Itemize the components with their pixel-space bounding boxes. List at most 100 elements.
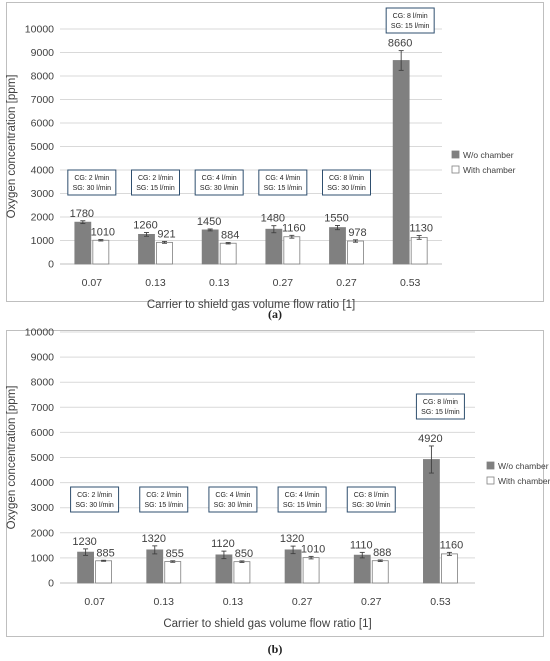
annotation-box: CG: 4 l/min SG: 15 l/min: [277, 486, 327, 513]
annotation-box: CG: 4 l/min SG: 30 l/min: [208, 486, 258, 513]
annotation-border: [415, 393, 465, 420]
bar-without-chamber: [392, 60, 410, 265]
bar-without-chamber: [423, 459, 440, 584]
y-tick-label: 3000: [31, 502, 55, 514]
y-tick-label: 0: [48, 578, 54, 590]
x-tick-label: 0.07: [84, 596, 105, 608]
annotation-border: [277, 486, 327, 513]
legend-swatch-with-chamber: [486, 476, 495, 485]
annotation-border: [131, 169, 180, 196]
annotation-line1: CG: 2 l/min: [138, 175, 173, 182]
annotation-box: CG: 2 l/min SG: 15 l/min: [139, 486, 189, 513]
annotation-line2: SG: 30 l/min: [352, 502, 391, 509]
annotation-line2: SG: 15 l/min: [391, 23, 430, 30]
data-label: 1320: [280, 533, 304, 545]
annotation-line1: CG: 4 l/min: [215, 492, 250, 499]
annotation-line2: SG: 15 l/min: [264, 185, 303, 192]
data-label: 1260: [133, 220, 157, 232]
annotation-line2: SG: 15 l/min: [144, 502, 183, 509]
annotation-line1: CG: 8 l/min: [354, 492, 389, 499]
y-tick-label: 7000: [31, 94, 55, 106]
data-label: 1010: [91, 227, 115, 239]
annotation-border: [346, 486, 396, 513]
data-label: 850: [235, 548, 253, 560]
bar-with-chamber: [233, 561, 251, 584]
y-tick-label: 9000: [31, 47, 55, 59]
annotation-border: [139, 486, 189, 513]
bar-with-chamber: [156, 241, 173, 265]
annotation-box: CG: 4 l/min SG: 30 l/min: [194, 169, 244, 196]
bar-chart-a: 0 1000 2000 3000 4000 5000 6000 7000 8000 9000 100…: [6, 7, 516, 311]
bar-with-chamber: [441, 553, 458, 584]
annotation-line2: SG: 15 l/min: [421, 409, 460, 416]
annotation-line1: CG: 4 l/min: [202, 175, 237, 182]
x-tick-label: 0.13: [145, 277, 166, 289]
y-tick-label: 4000: [31, 165, 55, 177]
panel-label-a: (a): [268, 307, 282, 321]
annotation-border: [70, 486, 120, 513]
annotation-line2: SG: 30 l/min: [214, 502, 253, 509]
bar-without-chamber: [215, 554, 233, 584]
x-tick-label: 0.53: [400, 277, 421, 289]
y-tick-label: 1000: [31, 235, 55, 247]
x-tick-label: 0.13: [209, 277, 230, 289]
y-tick-label: 5000: [31, 141, 55, 153]
annotation-border: [322, 169, 371, 196]
annotation-line2: SG: 15 l/min: [283, 502, 322, 509]
y-tick-label: 0: [48, 259, 54, 271]
annotation-box: CG: 2 l/min SG: 15 l/min: [131, 169, 180, 196]
annotation-line2: SG: 30 l/min: [73, 185, 112, 192]
data-label: 4920: [418, 433, 442, 445]
data-label: 888: [373, 547, 391, 559]
x-axis-label: Carrier to shield gas volume flow ratio …: [147, 299, 355, 311]
annotation-box: CG: 2 l/min SG: 30 l/min: [70, 486, 120, 513]
y-tick-label: 10000: [25, 327, 54, 339]
x-tick-label: 0.13: [154, 596, 175, 608]
x-tick-label: 0.13: [223, 596, 244, 608]
data-label: 978: [348, 227, 366, 239]
annotation-line2: SG: 30 l/min: [75, 502, 114, 509]
x-tick-label: 0.27: [336, 277, 357, 289]
y-tick-label: 8000: [31, 71, 55, 83]
bar-with-chamber: [219, 242, 237, 265]
y-tick-label: 3000: [31, 188, 55, 200]
legend-label: With chamber: [463, 165, 516, 175]
data-label: 1120: [211, 538, 235, 550]
bar-with-chamber: [371, 560, 389, 584]
x-tick-label: 0.27: [273, 277, 294, 289]
chart-panel-b: 0 1000 2000 3000 4000 5000 6000 7000 8000 9000 100…: [0, 327, 550, 661]
annotation-line1: CG: 4 l/min: [265, 175, 300, 182]
chart-panel-a: 0 1000 2000 3000 4000 5000 6000 7000 8000 9000 100…: [0, 0, 550, 328]
data-label: 885: [96, 547, 114, 559]
data-label: 1110: [350, 539, 373, 551]
chart-frame-b: [6, 330, 544, 637]
y-axis-label: Oxygen concentration [ppm]: [6, 75, 18, 219]
annotation-line1: CG: 2 l/min: [74, 175, 109, 182]
annotation-box: CG: 8 l/min SG: 15 l/min: [385, 7, 435, 34]
legend-label: W/o chamber: [498, 461, 549, 471]
panel-label-b: (b): [267, 642, 283, 656]
annotation-box: CG: 2 l/min SG: 30 l/min: [67, 169, 117, 196]
annotation-border: [194, 169, 244, 196]
bar-with-chamber: [302, 557, 320, 584]
x-tick-label: 0.07: [82, 277, 103, 289]
y-tick-label: 6000: [31, 118, 55, 130]
y-tick-label: 2000: [31, 527, 55, 539]
y-tick-label: 6000: [31, 427, 55, 439]
x-tick-label: 0.53: [430, 596, 451, 608]
bar-without-chamber: [138, 233, 155, 265]
annotation-line1: CG: 2 l/min: [146, 492, 181, 499]
bar-without-chamber: [201, 229, 219, 265]
annotation-line1: CG: 2 l/min: [77, 492, 112, 499]
data-label: 1160: [282, 222, 306, 234]
data-label: 1160: [440, 539, 464, 551]
y-tick-label: 5000: [31, 452, 55, 464]
y-tick-label: 4000: [31, 477, 55, 489]
data-label: 1480: [261, 213, 285, 225]
bar-without-chamber: [74, 221, 92, 265]
bar-without-chamber: [329, 227, 346, 265]
annotation-box: CG: 4 l/min SG: 15 l/min: [258, 169, 308, 196]
data-label: 921: [157, 228, 175, 240]
bar-without-chamber: [146, 549, 164, 584]
annotation-line2: SG: 30 l/min: [327, 185, 366, 192]
